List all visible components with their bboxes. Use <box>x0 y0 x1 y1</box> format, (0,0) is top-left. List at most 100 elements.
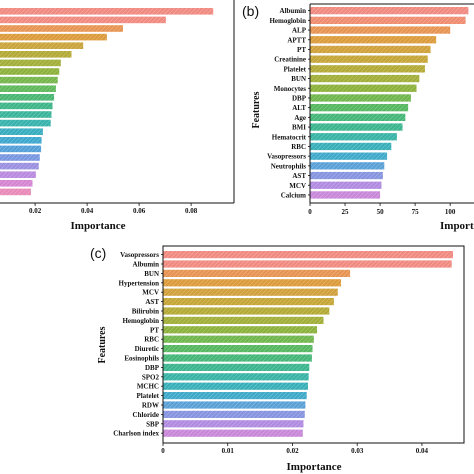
panel-b-bar-hatch <box>310 45 431 54</box>
panel-b-x-tick-label: 0 <box>308 208 312 216</box>
panel-c-bar-hatch <box>163 392 307 400</box>
panel-b-category-label: MCV <box>289 182 306 190</box>
panel-b-bar-hatch <box>310 36 437 44</box>
panel-c-bar-hatch <box>163 326 318 334</box>
panel-b-category-label: Albumin <box>280 7 307 15</box>
panel-a-bar-hatch <box>0 137 42 144</box>
panel-c-bar-hatch <box>163 401 306 409</box>
panel-b-category-label: BMI <box>292 124 306 132</box>
panel-a-bar-hatch <box>0 119 51 127</box>
panel-a-x-tick-label: 0.06 <box>133 207 146 215</box>
panel-c-category-label: RBC <box>144 336 159 344</box>
panel-c-category-label: SBP <box>146 420 160 428</box>
panel-c-category-label: Bilirubin <box>132 308 159 316</box>
panel-a-bar-hatch <box>0 154 40 161</box>
panel-a-bar-hatch <box>0 33 107 41</box>
panel-b-bar-hatch <box>310 152 388 160</box>
panel-b-x-tick-label: 50 <box>377 208 385 216</box>
panel-c-category-label: SPO2 <box>142 373 160 381</box>
panel-c-frame <box>162 245 465 444</box>
panel-a-bar-hatch <box>0 68 60 75</box>
panel-a-bar-hatch <box>0 180 33 187</box>
panel-b-bar-hatch <box>310 94 411 102</box>
panel-b-category-label: Age <box>294 114 306 122</box>
panel-c-bars <box>163 251 453 437</box>
panel-a-bar-hatch <box>0 102 53 110</box>
panel-c-xlabel: Importance <box>287 461 342 473</box>
panel-c-bar-hatch <box>163 279 342 287</box>
panel-a-bar-hatch <box>0 25 123 32</box>
panel-b-bar-hatch <box>310 26 451 34</box>
panel-b-bar-hatch <box>310 162 385 170</box>
panel-a-bar-hatch <box>0 128 43 135</box>
panel-b-x-tick-label: 100 <box>445 208 456 216</box>
panel-a-bar-hatch <box>0 59 61 67</box>
panel-b-category-label: DBP <box>292 94 307 102</box>
panel-c-x-tick-label: 0.01 <box>222 447 235 455</box>
panel-a-bar-hatch <box>0 51 72 58</box>
panel-a-bar-hatch <box>0 111 52 118</box>
panel-b-bars <box>310 7 469 199</box>
panel-b-category-label: Creatinine <box>274 56 306 64</box>
panel-c-bar-hatch <box>163 382 308 390</box>
panel-b-category-label: Neutrophils <box>271 162 307 170</box>
panel-c-ylabel: Features <box>97 326 108 363</box>
panel-c-category-label: Eosinophils <box>124 355 159 363</box>
panel-c-x-tick-label: 0.04 <box>416 447 429 455</box>
panel-a-xlabel: Importance <box>71 220 126 232</box>
panel-c-x-tick-label: 0.02 <box>286 447 299 455</box>
panel-b-category-label: ALT <box>292 104 306 112</box>
panel-a-x-tick-label: 0.04 <box>81 207 94 215</box>
panel-c-category-label: AST <box>145 298 159 306</box>
panel-c-x-ticks: 0 0.01 0.02 0.03 0.04 <box>161 443 429 455</box>
panel-a-bar-hatch <box>0 42 84 49</box>
panel-c-category-label: Albumin <box>133 261 160 269</box>
panel-b-x-tick-label: 25 <box>342 208 350 216</box>
panel-c-category-label: Charlson index <box>113 430 159 438</box>
panel-b-bar-hatch <box>310 74 420 83</box>
panel-b-category-label: Monocytes <box>274 85 307 93</box>
panel-c-bar-hatch <box>163 429 303 437</box>
panel-b-category-label: Platelet <box>283 65 306 73</box>
panel-b-bar-hatch <box>310 104 409 112</box>
panel-b-bar-hatch <box>310 171 383 180</box>
panel-b-x-tick-label: 75 <box>412 208 420 216</box>
panel-b-bar-hatch <box>310 65 425 73</box>
panel-b-category-label: ALP <box>292 27 307 35</box>
panel-b-category-label: RBC <box>291 143 306 151</box>
panel-c-bar-hatch <box>163 410 305 418</box>
panel-a-bar-hatch <box>0 171 36 178</box>
panel-b-category-label: Hemoglobin <box>269 17 306 25</box>
panel-a-bar-hatch <box>0 76 58 84</box>
panel-c-bar-hatch <box>163 307 330 315</box>
panel-b-bar-hatch <box>310 191 381 199</box>
panel-a-bar-hatch <box>0 162 39 170</box>
panel-a-bars <box>0 8 214 196</box>
panel-a-bar-hatch <box>0 8 214 15</box>
panel-c-bar-hatch <box>163 363 310 371</box>
panel-b-bar-hatch <box>310 133 397 141</box>
panel-c-category-label: MCHC <box>137 383 159 391</box>
panel-a-bar-hatch <box>0 16 166 24</box>
panel-c-category-label: Vasopressors <box>120 251 159 259</box>
panel-c-bar-hatch <box>163 345 313 353</box>
panel-a-bar-hatch <box>0 94 55 101</box>
panel-b-bar-hatch <box>310 55 428 63</box>
panel-c-category-label: Hemoglobin <box>122 317 159 325</box>
panel-b-bar-hatch <box>310 123 403 131</box>
panel-c-x-tick-label: 0 <box>161 447 165 455</box>
panel-a: 0.02 0.04 0.06 0.08 Importance <box>0 0 235 232</box>
panel-b-category-label: Vasopressors <box>267 153 306 161</box>
panel-c-category-label: Hypertension <box>119 279 160 287</box>
panel-b-label: (b) <box>242 3 259 19</box>
panel-c-bar-hatch <box>163 298 334 306</box>
panel-c-category-label: MCV <box>142 289 159 297</box>
panel-b-category-label: AST <box>292 172 306 180</box>
panel-b-bar-hatch <box>310 181 382 189</box>
panel-c-bar-hatch <box>163 335 314 343</box>
